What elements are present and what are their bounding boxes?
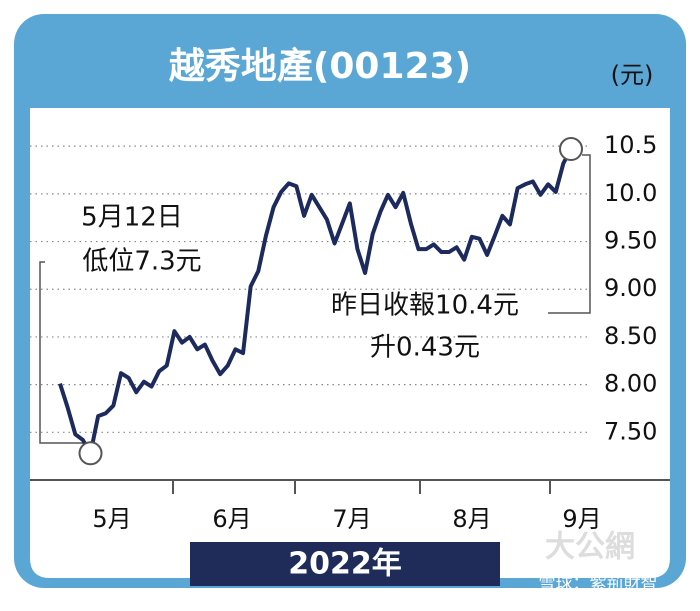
leader-line bbox=[39, 261, 88, 444]
y-tick-label: 10.5 bbox=[604, 131, 657, 159]
y-tick-label: 9.00 bbox=[604, 274, 657, 302]
annotation: 升0.43元 bbox=[370, 333, 480, 363]
annotation: 低位7.3元 bbox=[82, 247, 201, 277]
y-tick-label: 7.50 bbox=[604, 417, 657, 445]
x-tick-label: 8月 bbox=[452, 505, 491, 533]
y-tick-label: 8.50 bbox=[604, 322, 657, 350]
x-tick-label: 5月 bbox=[92, 505, 131, 533]
y-tick-label: 9.50 bbox=[604, 227, 657, 255]
unit-label: (元) bbox=[611, 61, 654, 89]
year-band bbox=[190, 542, 500, 586]
leader-line bbox=[548, 154, 591, 314]
marker bbox=[559, 137, 583, 162]
y-tick-label: 10.0 bbox=[604, 179, 657, 207]
marker bbox=[78, 441, 103, 466]
watermark: 雪球：紫荊財智 bbox=[539, 574, 658, 594]
x-tick-label: 7月 bbox=[332, 505, 371, 533]
watermark: 大公網 bbox=[545, 530, 635, 565]
annotation: 昨日收報10.4元 bbox=[331, 291, 519, 321]
year-label: 2022年 bbox=[288, 547, 402, 582]
chart-title: 越秀地產(00123) bbox=[169, 46, 471, 87]
y-tick-label: 8.00 bbox=[604, 370, 657, 398]
price-line bbox=[58, 148, 573, 456]
x-tick-label: 6月 bbox=[212, 505, 251, 533]
x-tick-label: 9月 bbox=[562, 505, 601, 533]
annotation: 5月12日 bbox=[81, 203, 183, 233]
